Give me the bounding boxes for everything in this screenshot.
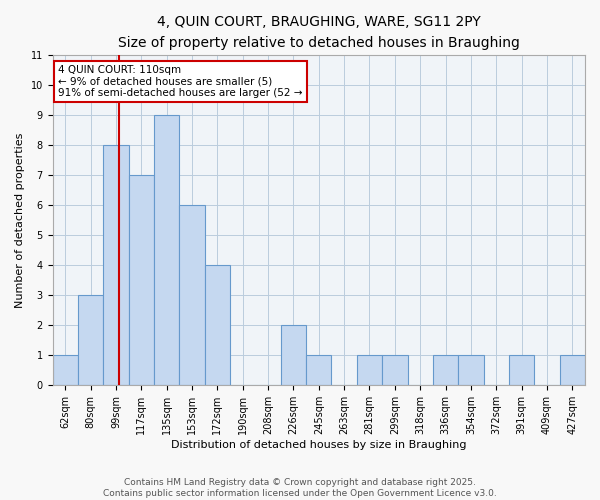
X-axis label: Distribution of detached houses by size in Braughing: Distribution of detached houses by size … <box>171 440 467 450</box>
Bar <box>306 356 331 386</box>
Bar <box>357 356 382 386</box>
Bar <box>128 175 154 386</box>
Y-axis label: Number of detached properties: Number of detached properties <box>15 132 25 308</box>
Bar <box>281 326 306 386</box>
Bar <box>53 356 78 386</box>
Bar <box>78 295 103 386</box>
Title: 4, QUIN COURT, BRAUGHING, WARE, SG11 2PY
Size of property relative to detached h: 4, QUIN COURT, BRAUGHING, WARE, SG11 2PY… <box>118 15 520 50</box>
Bar <box>509 356 534 386</box>
Bar <box>458 356 484 386</box>
Text: Contains HM Land Registry data © Crown copyright and database right 2025.
Contai: Contains HM Land Registry data © Crown c… <box>103 478 497 498</box>
Bar <box>433 356 458 386</box>
Bar <box>382 356 407 386</box>
Bar <box>179 205 205 386</box>
Bar <box>205 265 230 386</box>
Bar <box>103 145 128 386</box>
Bar <box>154 115 179 386</box>
Bar <box>560 356 585 386</box>
Text: 4 QUIN COURT: 110sqm
← 9% of detached houses are smaller (5)
91% of semi-detache: 4 QUIN COURT: 110sqm ← 9% of detached ho… <box>58 65 302 98</box>
